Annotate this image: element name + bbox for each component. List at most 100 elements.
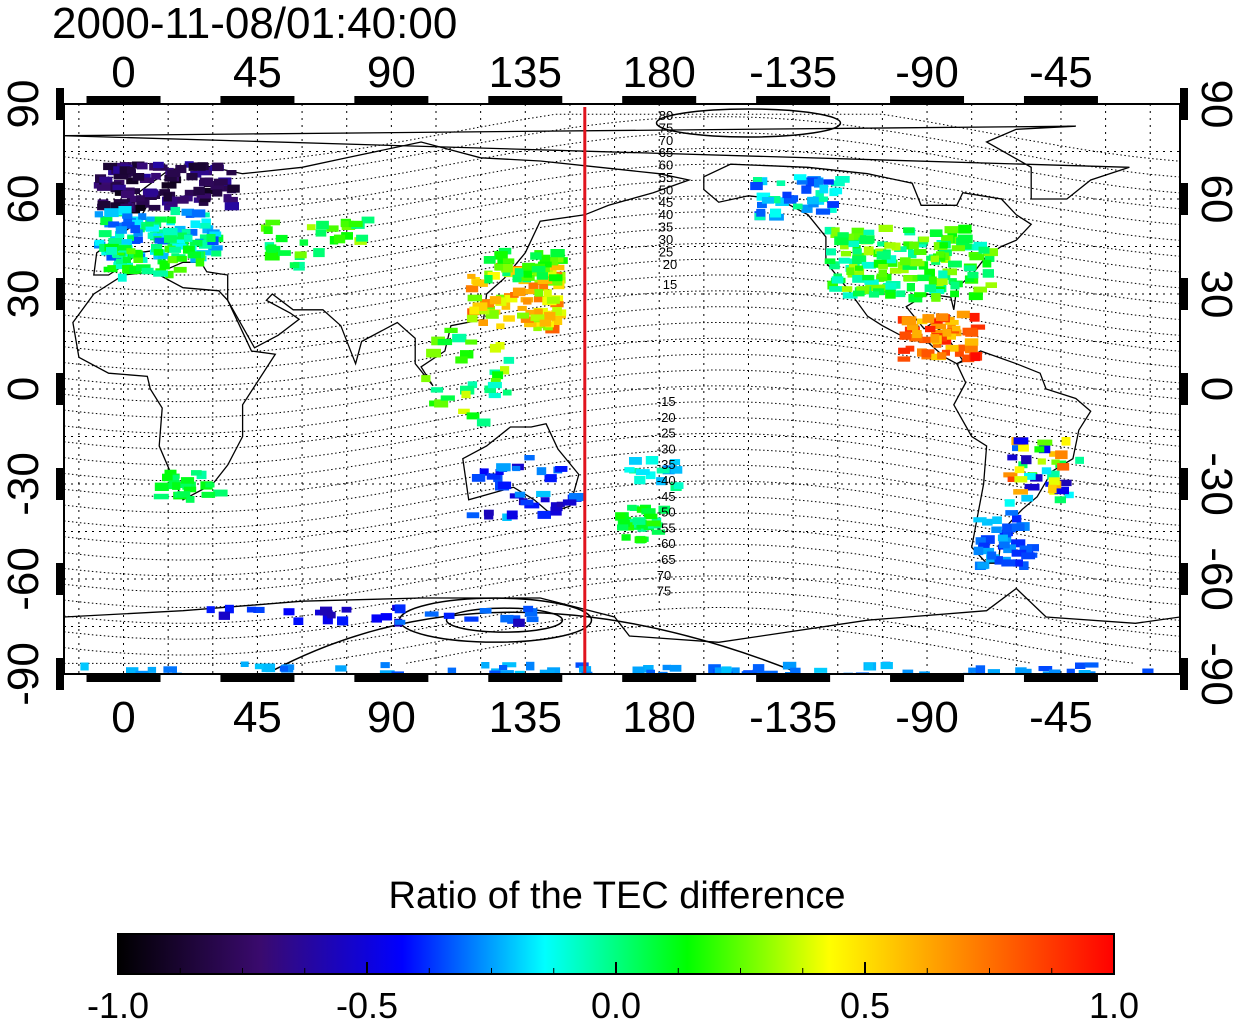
contour-label: 25: [659, 244, 673, 259]
lon-label-bottom: -45: [1029, 693, 1093, 742]
tec-patch: [299, 239, 309, 246]
lon-label-bottom: 90: [367, 693, 416, 742]
contour-line: [64, 306, 1180, 371]
tec-patch: [168, 475, 180, 481]
contour-line: [64, 353, 1180, 419]
tec-patch: [978, 542, 990, 549]
tec-patch: [835, 176, 850, 183]
tec-patch: [519, 274, 535, 281]
tec-patch: [562, 499, 577, 506]
tec-patch: [539, 282, 549, 291]
tec-patch: [969, 254, 985, 261]
frame-tick-top: [1023, 96, 1098, 104]
tec-patch: [502, 389, 512, 396]
tec-patch: [1049, 451, 1058, 457]
tec-patch: [891, 242, 901, 251]
tec-patch: [977, 562, 990, 569]
frame-tick-top: [756, 96, 831, 104]
tec-patch: [1004, 499, 1015, 507]
tec-patch: [481, 662, 490, 669]
tec-patch: [322, 615, 333, 625]
tec-patch: [741, 671, 754, 674]
frame-tick-bottom: [86, 674, 161, 682]
frame-tick-right: [1180, 468, 1188, 500]
tec-patch: [917, 318, 928, 325]
contour-line: [64, 369, 1180, 434]
tec-patch: [1078, 670, 1091, 674]
tec-patch: [534, 308, 543, 315]
tec-patch: [929, 229, 943, 237]
tec-patch: [426, 348, 441, 358]
tec-patch: [118, 206, 132, 214]
tec-patch: [465, 339, 478, 345]
tec-patch: [921, 349, 935, 358]
tec-patch: [497, 481, 512, 490]
tec-patch: [637, 525, 647, 532]
tec-patch: [313, 248, 325, 258]
frame-tick-top: [354, 96, 429, 104]
tec-patch: [932, 277, 948, 285]
tec-patch: [948, 260, 962, 268]
tec-patch: [471, 474, 486, 482]
tec-patch: [503, 315, 515, 322]
tec-patch: [658, 671, 668, 674]
coastline-eurasia: [93, 141, 692, 387]
contour-label: 20: [663, 257, 677, 272]
tec-patch: [108, 238, 123, 246]
tec-patch: [522, 262, 536, 269]
tec-patch: [537, 510, 551, 519]
tec-patch: [982, 269, 994, 278]
tec-patch: [1024, 483, 1040, 491]
tec-patch: [466, 314, 478, 323]
tec-patch: [632, 517, 646, 525]
tec-patch: [555, 466, 568, 472]
tec-patch: [164, 175, 177, 182]
lon-label-top: -135: [749, 48, 837, 97]
tec-patch: [875, 248, 887, 254]
tec-patch: [987, 669, 1000, 674]
tec-patch: [852, 275, 865, 283]
lon-label-top: 0: [111, 48, 135, 97]
tec-patch: [634, 536, 647, 543]
tec-patch: [546, 296, 560, 304]
tec-patch: [188, 163, 198, 171]
tec-patch: [900, 267, 909, 274]
tec-patch: [181, 229, 191, 235]
frame-ticks: [56, 88, 1188, 690]
tec-patch: [484, 385, 496, 394]
tec-patch: [517, 305, 527, 311]
tec-patch: [184, 189, 197, 197]
tec-patch: [379, 670, 395, 674]
lat-label-right: 30: [1192, 270, 1240, 319]
tec-patch: [550, 249, 565, 258]
tec-patch: [970, 324, 986, 330]
tec-patch: [211, 250, 222, 257]
tec-patch: [856, 286, 870, 294]
contour-label: -45: [657, 489, 676, 504]
tec-patch: [830, 180, 845, 187]
frame-tick-top: [488, 96, 563, 104]
tec-patch: [487, 381, 502, 389]
tec-patch: [117, 273, 127, 282]
contour-line: [64, 116, 1180, 181]
tec-patch: [205, 482, 215, 488]
tec-patch: [514, 268, 524, 277]
tec-patch: [1042, 671, 1051, 674]
tec-patch: [487, 272, 500, 280]
tec-patch: [520, 499, 534, 506]
tec-patch: [499, 665, 508, 671]
tec-patch: [443, 612, 455, 619]
tec-patch: [909, 241, 919, 249]
tec-patch: [126, 667, 139, 674]
tec-patch: [444, 327, 458, 333]
contour-label: 30: [659, 232, 673, 247]
contour-label: -35: [657, 457, 676, 472]
tec-patch: [153, 249, 164, 256]
tec-patch: [1059, 479, 1072, 487]
tec-patch: [645, 456, 659, 465]
tec-patch: [512, 287, 526, 297]
colorbar-tick-label: 0.5: [840, 985, 890, 1024]
tec-patch: [159, 260, 170, 270]
contour-line: [64, 258, 1180, 324]
tec-patch: [514, 670, 525, 674]
